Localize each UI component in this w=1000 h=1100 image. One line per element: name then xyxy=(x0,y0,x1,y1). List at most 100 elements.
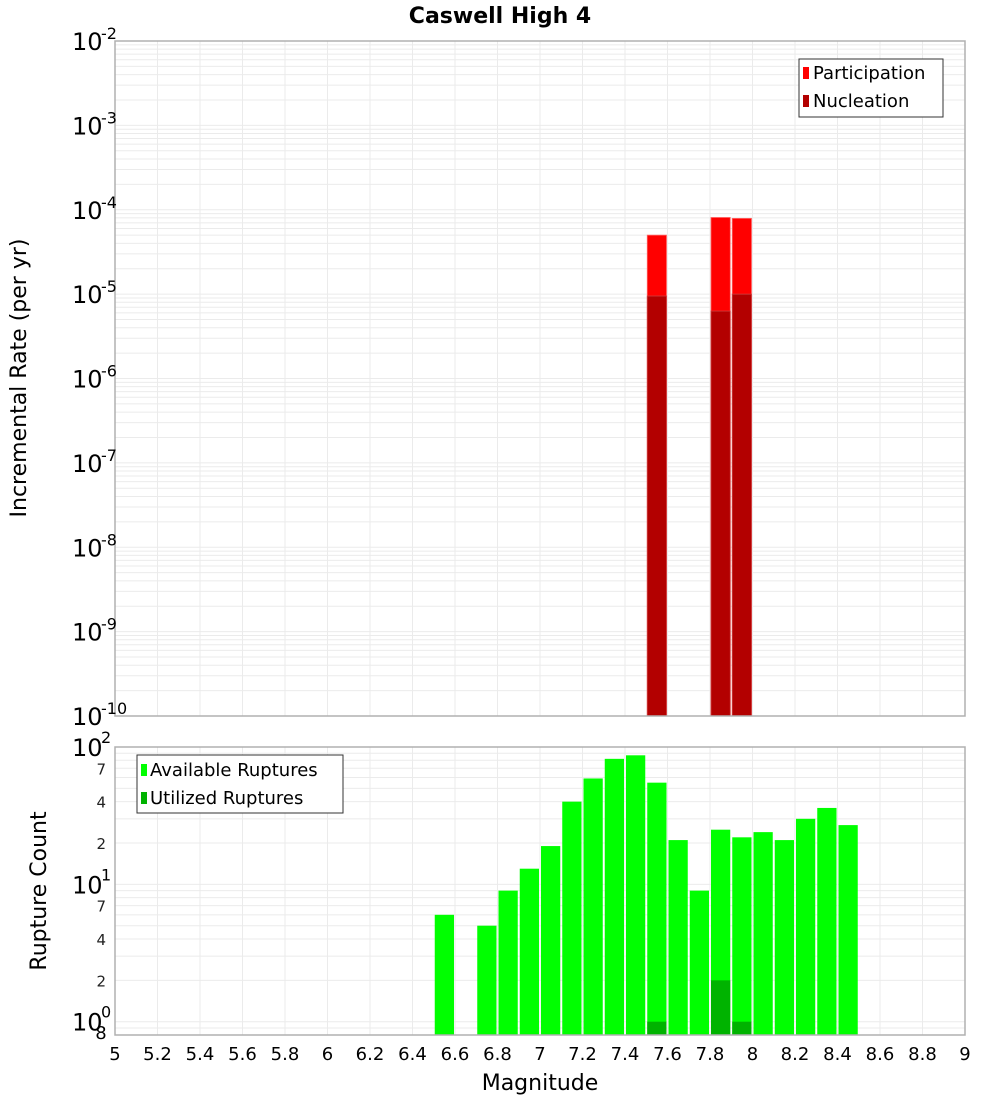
y-tick-label: 10-9 xyxy=(72,615,117,647)
y-tick-label: 10-5 xyxy=(72,277,117,309)
y-tick-label: 10-8 xyxy=(72,530,117,562)
nucleation-bar xyxy=(646,295,667,717)
chart-title: Caswell High 4 xyxy=(409,4,591,29)
svg-text:-4: -4 xyxy=(101,193,117,212)
nucleation-bar xyxy=(710,310,731,717)
legend-item-participation: Participation xyxy=(803,63,925,84)
available-ruptures-bar xyxy=(647,782,667,1035)
x-tick-label: 6.2 xyxy=(356,1044,385,1065)
x-tick-label: 8 xyxy=(747,1044,758,1065)
x-axis-label: Magnitude xyxy=(482,1071,599,1096)
available-ruptures-bar xyxy=(689,890,709,1035)
bottom-legend: Available Ruptures Utilized Ruptures xyxy=(136,754,344,814)
available-ruptures-bar xyxy=(753,832,773,1035)
bottom-y-axis-label: Rupture Count xyxy=(27,811,52,971)
svg-text:-7: -7 xyxy=(101,446,117,465)
svg-text:2: 2 xyxy=(101,728,111,747)
available-ruptures-bar xyxy=(583,778,603,1035)
x-tick-label: 5.6 xyxy=(228,1044,257,1065)
svg-text:-9: -9 xyxy=(101,615,117,634)
svg-text:Nucleation: Nucleation xyxy=(813,91,909,112)
x-tick-label: 7 xyxy=(534,1044,545,1065)
x-tick-label: 5.4 xyxy=(186,1044,215,1065)
utilized-ruptures-bar xyxy=(647,1021,667,1035)
svg-text:-10: -10 xyxy=(101,699,127,718)
available-ruptures-bar xyxy=(817,807,837,1035)
x-tick-label: 6.8 xyxy=(483,1044,512,1065)
x-tick-label: 6.4 xyxy=(398,1044,427,1065)
bottom-plot-border xyxy=(114,746,966,1036)
svg-text:Participation: Participation xyxy=(813,63,925,84)
x-tick-label: 7.6 xyxy=(653,1044,682,1065)
legend-item-nucleation: Nucleation xyxy=(803,91,909,112)
x-tick-label: 8.4 xyxy=(823,1044,852,1065)
svg-text:Utilized Ruptures: Utilized Ruptures xyxy=(150,788,303,809)
svg-text:10: 10 xyxy=(72,450,103,478)
top-bars xyxy=(646,217,752,717)
svg-text:10: 10 xyxy=(72,112,103,140)
nucleation-bar xyxy=(731,293,752,717)
available-ruptures-bar xyxy=(626,755,646,1035)
y-tick-label: 10-2 xyxy=(72,24,117,56)
utilized-ruptures-bar xyxy=(732,1021,752,1035)
top-grid xyxy=(115,41,966,717)
bottom-bars xyxy=(434,755,858,1035)
legend-swatch xyxy=(803,67,809,79)
svg-text:10: 10 xyxy=(72,703,103,731)
svg-text:10: 10 xyxy=(72,28,103,56)
x-tick-label: 6 xyxy=(322,1044,333,1065)
top-y-axis-label: Incremental Rate (per yr) xyxy=(7,239,32,518)
y-tick-label: 10-6 xyxy=(72,362,117,394)
x-tick-label: 8.2 xyxy=(781,1044,810,1065)
svg-text:Available Ruptures: Available Ruptures xyxy=(150,760,318,781)
x-tick-label: 8.8 xyxy=(908,1044,937,1065)
available-ruptures-bar xyxy=(604,758,624,1035)
available-ruptures-bar xyxy=(796,818,816,1035)
x-tick-label: 8.6 xyxy=(866,1044,895,1065)
y-minor-tick-label: 4 xyxy=(96,931,106,949)
svg-text:10: 10 xyxy=(72,871,103,899)
svg-text:10: 10 xyxy=(72,734,103,762)
x-tick-label: 7.4 xyxy=(611,1044,640,1065)
y-minor-tick-label: 7 xyxy=(96,760,106,778)
available-ruptures-bar xyxy=(519,868,539,1035)
y-tick-label: 10-3 xyxy=(72,108,117,140)
utilized-ruptures-bar xyxy=(711,980,731,1035)
svg-text:-3: -3 xyxy=(101,108,117,127)
legend-swatch xyxy=(141,792,147,804)
legend-item-available-ruptures: Available Ruptures xyxy=(141,760,318,781)
available-ruptures-bar xyxy=(562,801,582,1035)
y-minor-tick-label: 7 xyxy=(96,898,106,916)
y-minor-tick-label: 4 xyxy=(96,794,106,812)
svg-text:1: 1 xyxy=(101,865,111,884)
x-tick-label: 7.8 xyxy=(696,1044,725,1065)
available-ruptures-bar xyxy=(477,925,497,1035)
legend-swatch xyxy=(803,95,809,107)
y-tick-label: 10-4 xyxy=(72,193,117,225)
svg-text:-2: -2 xyxy=(101,24,117,43)
y-minor-tick-label: 2 xyxy=(96,972,106,990)
x-tick-label: 5.2 xyxy=(143,1044,172,1065)
available-ruptures-bar xyxy=(541,846,561,1035)
x-axis-ticks: 5 5.2 5.4 5.6 5.8 6 6.2 6.4 6.6 6.8 7 7.2 7.4 7.6 7.8 8… xyxy=(109,1044,970,1065)
top-legend: Participation Nucleation xyxy=(798,58,944,118)
available-ruptures-bar xyxy=(838,825,858,1035)
available-ruptures-bar xyxy=(434,914,454,1035)
svg-text:-6: -6 xyxy=(101,362,117,381)
svg-text:-8: -8 xyxy=(101,530,117,549)
svg-text:10: 10 xyxy=(72,1009,103,1037)
available-ruptures-bar xyxy=(774,840,794,1035)
svg-text:0: 0 xyxy=(101,1003,111,1022)
legend-swatch xyxy=(141,764,147,776)
y-tick-label: 101 xyxy=(72,865,111,899)
svg-text:-5: -5 xyxy=(101,277,117,296)
x-tick-label: 5 xyxy=(109,1044,120,1065)
y-tick-label: 102 xyxy=(72,728,111,762)
x-tick-label: 5.8 xyxy=(271,1044,300,1065)
top-plot-rate: 10-210-310-410-510-610-710-810-910-10 In… xyxy=(7,24,966,731)
svg-text:10: 10 xyxy=(72,619,103,647)
available-ruptures-bar xyxy=(668,840,688,1035)
y-tick-label: 10-10 xyxy=(72,699,127,731)
